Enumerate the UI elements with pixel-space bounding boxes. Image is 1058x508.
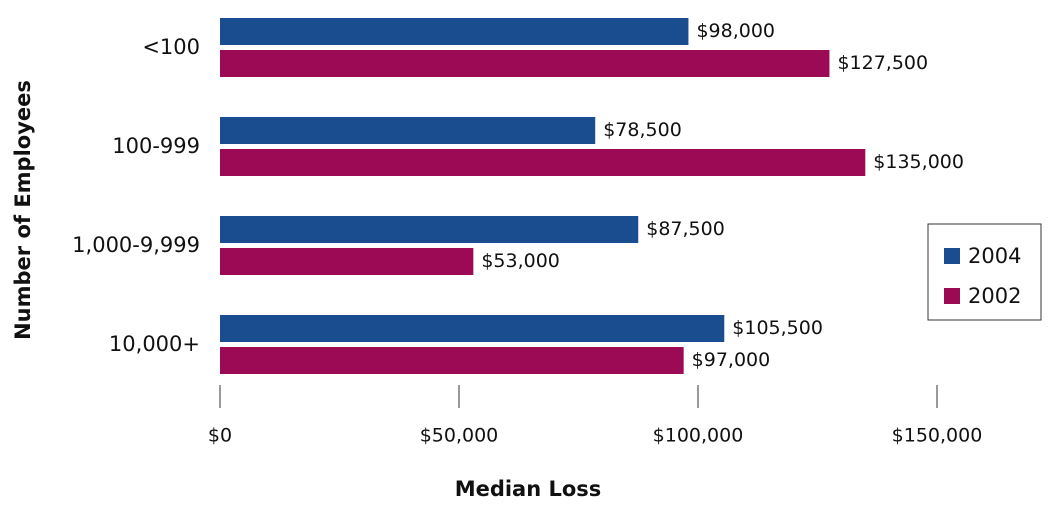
legend-swatch — [944, 288, 960, 304]
bar — [220, 347, 684, 374]
x-tick-label: $50,000 — [420, 425, 499, 447]
value-label: $105,500 — [732, 317, 823, 339]
x-axis-label: Median Loss — [455, 477, 602, 501]
y-axis-label: Number of Employees — [11, 80, 35, 340]
value-label: $135,000 — [873, 151, 964, 173]
bar — [220, 216, 639, 243]
bar — [220, 18, 689, 45]
legend-label: 2002 — [968, 284, 1021, 308]
y-tick-label: 10,000+ — [109, 332, 200, 356]
value-label: $127,500 — [837, 52, 928, 74]
bar — [220, 50, 830, 77]
bar — [220, 149, 866, 176]
bar — [220, 315, 725, 342]
value-label: $78,500 — [603, 119, 682, 141]
legend-label: 2004 — [968, 244, 1021, 268]
y-tick-label: 100-999 — [112, 134, 200, 158]
value-label: $87,500 — [646, 218, 725, 240]
bar — [220, 117, 596, 144]
y-tick-label: <100 — [142, 35, 200, 59]
value-label: $53,000 — [481, 250, 560, 272]
value-label: $97,000 — [692, 349, 771, 371]
bar — [220, 248, 474, 275]
x-tick-label: $0 — [208, 425, 232, 447]
value-label: $98,000 — [696, 20, 775, 42]
legend-swatch — [944, 248, 960, 264]
x-tick-label: $150,000 — [892, 425, 983, 447]
x-tick-label: $100,000 — [653, 425, 744, 447]
y-tick-label: 1,000-9,999 — [72, 233, 200, 257]
